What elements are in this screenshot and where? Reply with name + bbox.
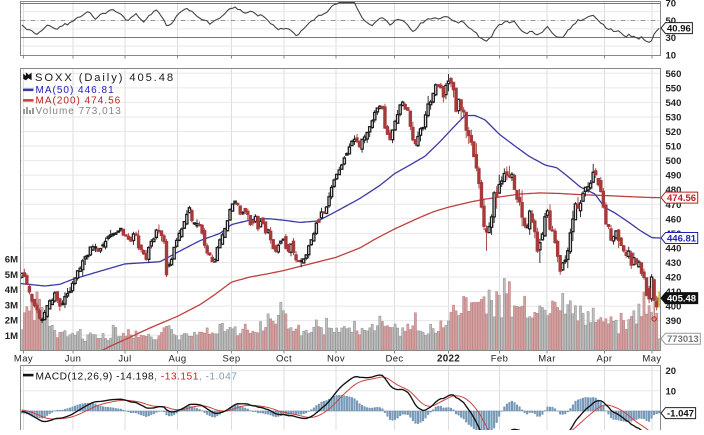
svg-text:-1.047: -1.047 [667,409,694,420]
svg-text:Feb: Feb [491,354,509,365]
svg-text:390: 390 [666,316,682,327]
svg-text:Apr: Apr [597,354,613,365]
svg-text:460: 460 [666,214,682,225]
svg-text:Nov: Nov [327,354,345,365]
svg-text:530: 530 [666,112,682,123]
svg-text:3M: 3M [5,300,18,311]
svg-text:420: 420 [666,273,682,284]
svg-text:Sep: Sep [222,354,240,365]
svg-text:400: 400 [666,302,682,313]
svg-text:4M: 4M [5,285,18,296]
svg-text:510: 510 [666,142,682,153]
svg-text:Jun: Jun [65,354,82,365]
svg-text:480: 480 [666,185,682,196]
svg-text:474.56: 474.56 [667,193,696,204]
svg-text:773013: 773013 [667,334,699,345]
svg-text:50: 50 [666,16,677,27]
svg-text:5M: 5M [5,270,18,281]
svg-text:490: 490 [666,171,682,182]
svg-text:Oct: Oct [276,354,292,365]
svg-text:2M: 2M [5,316,18,327]
svg-text:430: 430 [666,258,682,269]
svg-text:Aug: Aug [168,354,186,365]
svg-text:440: 440 [666,243,682,254]
svg-text:30: 30 [666,33,677,44]
svg-text:Volume 773,013: Volume 773,013 [36,106,122,117]
svg-text:560: 560 [666,69,682,80]
svg-text:May: May [14,354,33,365]
svg-text:MACD(12,26,9) -14.198, -13.151: MACD(12,26,9) -14.198, -13.151, -1.047 [36,372,238,383]
svg-text:MA(200) 474.56: MA(200) 474.56 [36,96,122,107]
svg-text:40.96: 40.96 [667,24,691,35]
svg-text:20: 20 [666,366,677,377]
svg-text:500: 500 [666,156,682,167]
svg-text:70: 70 [666,0,677,10]
svg-text:SOXX (Daily) 405.48: SOXX (Daily) 405.48 [35,72,175,84]
svg-text:550: 550 [666,83,682,94]
svg-text:Jul: Jul [118,354,131,365]
svg-text:6M: 6M [5,255,18,266]
svg-text:10: 10 [666,50,677,61]
svg-text:405.48: 405.48 [667,294,696,305]
svg-text:2022: 2022 [437,354,460,365]
svg-text:1M: 1M [5,331,18,342]
svg-text:May: May [642,354,661,365]
svg-text:Dec: Dec [385,354,403,365]
svg-text:446.81: 446.81 [667,233,697,244]
svg-text:MA(50) 446.81: MA(50) 446.81 [36,85,115,96]
svg-text:520: 520 [666,127,682,138]
svg-text:470: 470 [666,200,682,211]
svg-text:Mar: Mar [538,354,556,365]
svg-text:540: 540 [666,98,682,109]
svg-text:10: 10 [666,386,677,397]
